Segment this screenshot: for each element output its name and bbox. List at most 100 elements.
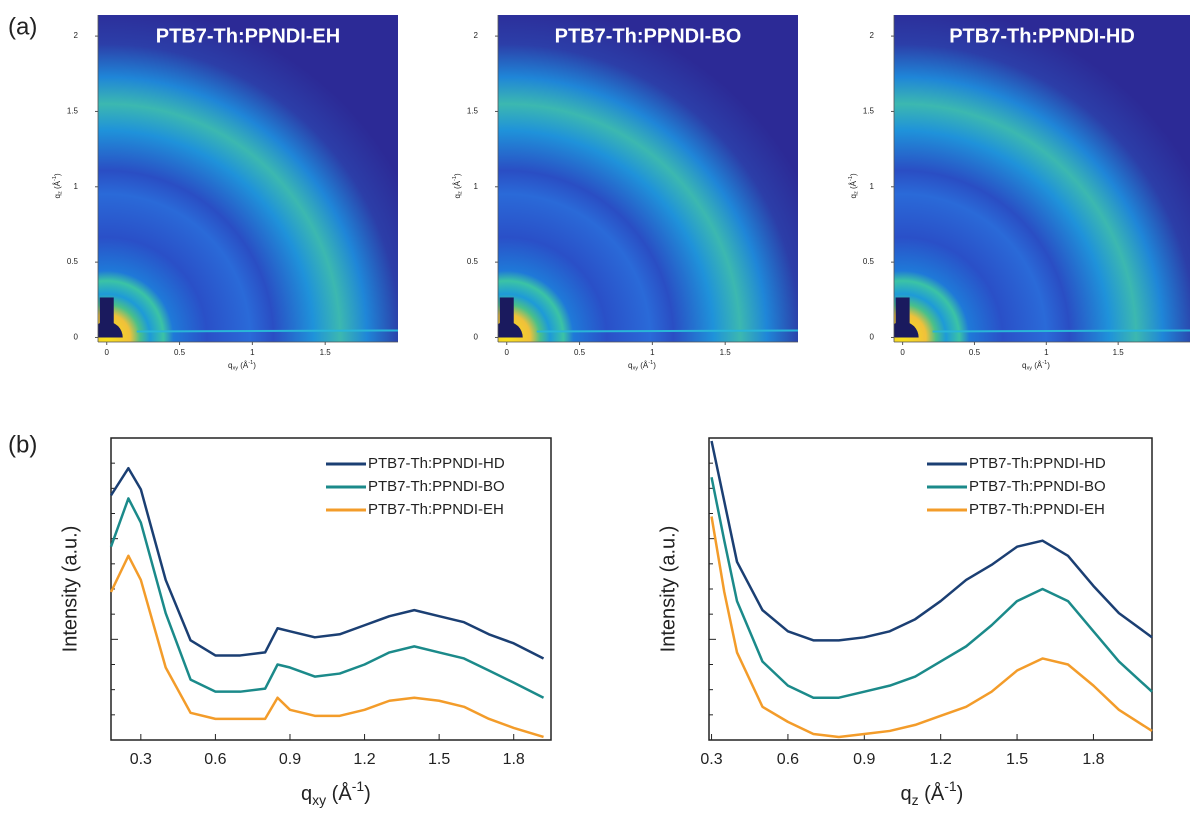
horizon — [536, 329, 798, 333]
x-tick-label: 0 — [105, 348, 110, 357]
axis-label-part: -1 — [1042, 360, 1047, 366]
series-line — [710, 440, 1153, 642]
legend-label: PTB7-Th:PPNDI-EH — [969, 501, 1105, 518]
axis-label-part: ) — [1047, 361, 1050, 370]
axis-label-part: -1 — [944, 778, 957, 794]
y-tick-label: 2 — [474, 31, 479, 40]
axis-label-part: q — [628, 361, 632, 370]
axis-label-part: z — [458, 191, 464, 194]
legend-label: PTB7-Th:PPNDI-HD — [368, 455, 505, 472]
axis-label-part: q — [53, 194, 62, 198]
scatter-rings — [98, 15, 398, 342]
x-tick-label: 1.5 — [1113, 348, 1125, 357]
legend-label: PTB7-Th:PPNDI-BO — [969, 478, 1106, 495]
y-tick-label: 2 — [870, 31, 875, 40]
scatter-rings — [894, 15, 1190, 342]
axis-label-part: (Å — [849, 180, 858, 191]
series-line — [710, 477, 1153, 699]
y-tick-label: 0.5 — [467, 257, 479, 266]
axis-label-part: ) — [453, 173, 462, 176]
x-tick-label: 0.3 — [130, 751, 152, 768]
x-tick-label: 1.5 — [320, 348, 332, 357]
y-axis-label: Intensity (a.u.) — [657, 526, 679, 653]
axis-label-part: -1 — [248, 360, 253, 366]
axis-label: qxy (Å-1) — [1022, 360, 1050, 372]
x-tick-label: 1 — [1044, 348, 1049, 357]
axis-label: qz (Å-1) — [52, 173, 64, 198]
y-tick-label: 0 — [74, 333, 79, 342]
detector-image — [98, 15, 398, 342]
y-tick-label: 0 — [474, 333, 479, 342]
axis-label-part: z — [58, 191, 64, 194]
axis-label-part: xy — [1026, 366, 1032, 372]
axis-label-part: (Å — [53, 180, 62, 191]
axis-label-part: (Å — [638, 361, 649, 370]
y-tick-label: 2 — [74, 31, 79, 40]
beamstop — [894, 321, 919, 338]
axis-label-part: ) — [364, 783, 371, 805]
axis-label-part: ) — [957, 783, 964, 805]
series-line — [109, 466, 545, 660]
axis-label-part: -1 — [648, 360, 653, 366]
series-line — [710, 516, 1153, 739]
panel-label: (a) — [8, 13, 37, 40]
axis-label-part: (Å — [238, 361, 249, 370]
axis-label: qxy (Å-1) — [628, 360, 656, 372]
x-tick-label: 1.2 — [353, 751, 375, 768]
axis-label-part: z — [854, 191, 860, 194]
series-line — [109, 497, 545, 699]
x-tick-label: 1.5 — [720, 348, 732, 357]
axis-label-part: -1 — [452, 176, 458, 181]
x-tick-label: 0.6 — [204, 751, 226, 768]
x-tick-label: 0.5 — [574, 348, 586, 357]
axis-label-part: (Å — [919, 782, 945, 805]
x-tick-label: 0 — [900, 348, 905, 357]
x-tick-label: 0.3 — [700, 751, 722, 768]
axis-label-part: -1 — [352, 778, 365, 794]
axis-label-part: q — [453, 194, 462, 198]
x-tick-label: 1.2 — [930, 751, 952, 768]
axis-label: qxy (Å-1) — [301, 778, 371, 808]
x-tick-label: 1.8 — [1082, 751, 1104, 768]
axis-label-part: q — [301, 783, 312, 805]
x-tick-label: 0.9 — [853, 751, 875, 768]
x-tick-label: 1.5 — [1006, 751, 1028, 768]
x-tick-label: 0.9 — [279, 751, 301, 768]
axis-label-part: xy — [632, 366, 638, 372]
axis-label-part: (Å — [1032, 361, 1043, 370]
axis-label: qz (Å-1) — [848, 173, 860, 198]
x-tick-label: 0.5 — [969, 348, 981, 357]
horizon — [136, 329, 398, 333]
y-tick-label: 1.5 — [467, 107, 479, 116]
x-tick-label: 1 — [250, 348, 255, 357]
scatter-rings — [498, 15, 798, 342]
axis-label-part: ) — [653, 361, 656, 370]
image-title: PTB7-Th:PPNDI-EH — [156, 25, 340, 47]
axis-label-part: xy — [232, 366, 238, 372]
axis-label-part: q — [901, 783, 912, 805]
beamstop — [98, 321, 123, 338]
image-title: PTB7-Th:PPNDI-HD — [949, 25, 1135, 47]
axis-label-part: z — [912, 792, 919, 808]
x-tick-label: 1.8 — [503, 751, 525, 768]
x-tick-label: 0 — [505, 348, 510, 357]
axis-label-part: xy — [312, 792, 326, 808]
axis-label: qxy (Å-1) — [228, 360, 256, 372]
axis-label-part: -1 — [848, 176, 854, 181]
image-title: PTB7-Th:PPNDI-BO — [555, 25, 742, 47]
y-tick-label: 1 — [474, 182, 479, 191]
y-tick-label: 0.5 — [67, 257, 79, 266]
y-axis-label: Intensity (a.u.) — [59, 526, 81, 653]
legend-label: PTB7-Th:PPNDI-HD — [969, 455, 1106, 472]
y-tick-label: 1 — [74, 182, 79, 191]
y-tick-label: 0.5 — [863, 257, 875, 266]
axis-label-part: q — [849, 194, 858, 198]
x-tick-label: 0.6 — [777, 751, 799, 768]
x-tick-label: 0.5 — [174, 348, 186, 357]
detector-image — [894, 15, 1190, 342]
panel-label: (b) — [8, 431, 37, 458]
x-tick-label: 1.5 — [428, 751, 450, 768]
detector-image — [498, 15, 798, 342]
axis-label-part: ) — [53, 173, 62, 176]
x-tick-label: 1 — [650, 348, 655, 357]
